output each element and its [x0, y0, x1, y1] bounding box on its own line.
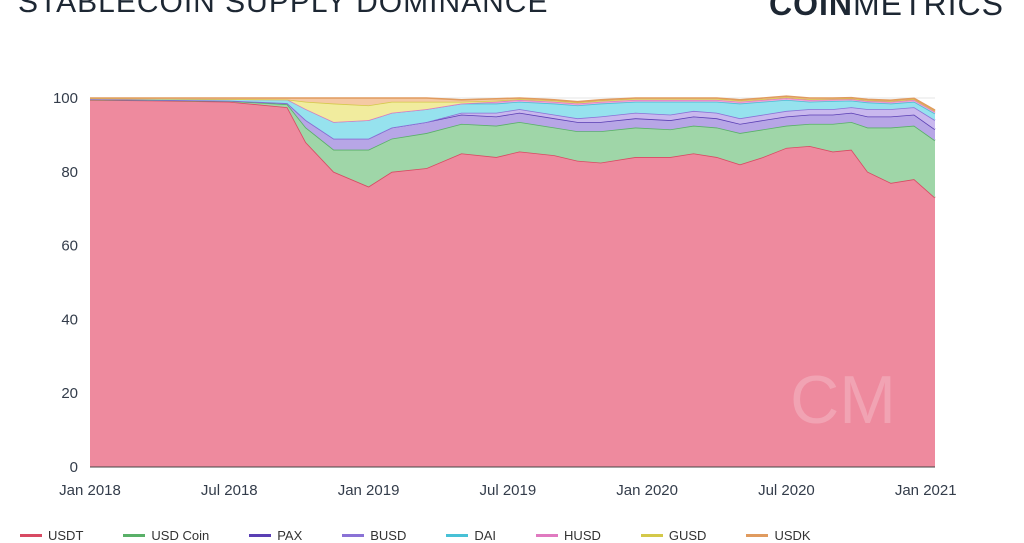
- y-tick-label: 40: [61, 311, 78, 328]
- area-usd-coin: [90, 99, 935, 198]
- x-tick-label: Jan 2021: [895, 482, 957, 499]
- x-tick-label: Jan 2018: [59, 482, 121, 499]
- area-husd: [90, 98, 935, 122]
- y-tick-label: 100: [53, 90, 78, 107]
- x-tick-label: Jan 2019: [338, 482, 400, 499]
- area-usdk: [90, 96, 935, 111]
- y-tick-label: 20: [61, 385, 78, 402]
- logo-metrics: METRICS: [853, 0, 1004, 22]
- area-usdt: [90, 99, 935, 467]
- area-dai: [90, 98, 935, 139]
- cm-watermark: CM: [790, 362, 896, 438]
- y-tick-label: 80: [61, 164, 78, 181]
- area-gusd: [90, 97, 935, 122]
- x-tick-label: Jul 2019: [479, 482, 536, 499]
- x-tick-label: Jan 2020: [616, 482, 678, 499]
- logo-coin: COIN: [769, 0, 853, 22]
- y-tick-label: 0: [70, 459, 78, 476]
- area-pax: [90, 99, 935, 150]
- x-tick-label: Jul 2020: [758, 482, 815, 499]
- y-tick-label: 60: [61, 238, 78, 255]
- area-busd: [90, 99, 935, 139]
- chart-title: STABLECOIN SUPPLY DOMINANCE: [18, 0, 549, 19]
- x-tick-label: Jul 2018: [201, 482, 258, 499]
- line-usdk: [90, 95, 936, 111]
- coinmetrics-logo: COINMETRICS: [769, 0, 1004, 23]
